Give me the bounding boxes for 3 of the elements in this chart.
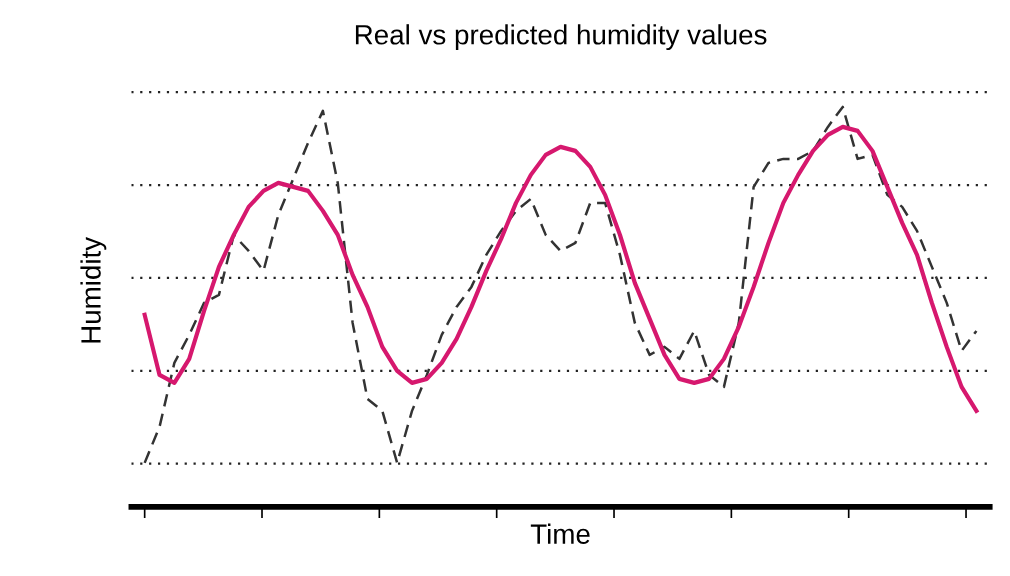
x-axis-title: Time [530,523,590,544]
y-axis-title: Humidity [80,236,107,343]
chart-title: Real vs predicted humidity values [355,24,767,51]
